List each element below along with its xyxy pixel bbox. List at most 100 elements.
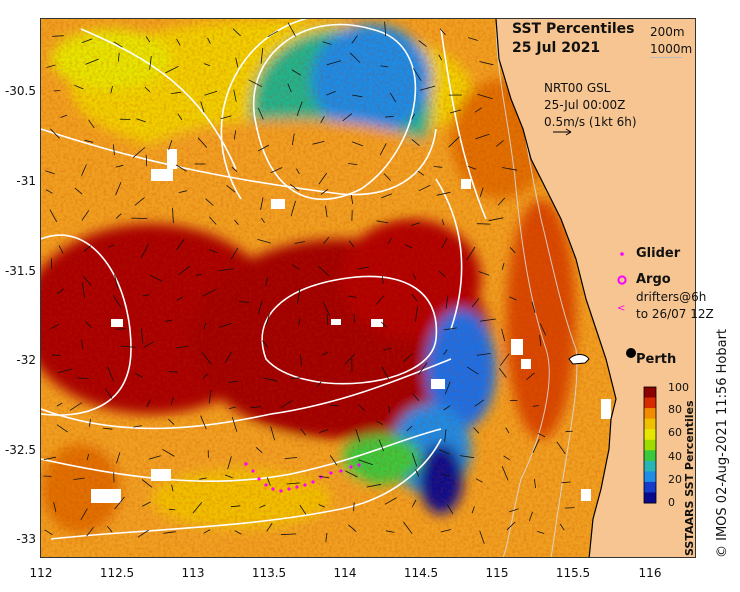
current-vector [561,481,571,484]
x-tick-label: 113 [181,566,205,580]
current-vector [250,406,262,409]
current-vector [384,21,387,37]
current-vector [417,170,425,176]
current-vector [234,530,242,535]
current-vector [115,164,124,168]
current-vector [284,457,298,459]
depth-legend: 200m 1000m [650,24,692,58]
current-vector [415,469,420,477]
current-vector [230,505,241,508]
current-vector [415,306,418,322]
current-vector [235,57,239,68]
current-vector [297,288,301,304]
current-vector [381,276,384,284]
current-vector [106,526,113,533]
current-vector [85,58,99,65]
current-vector [385,530,395,533]
current-vector [299,504,307,515]
current-vector [197,137,208,148]
current-vector [532,438,540,453]
current-vector [85,321,92,328]
current-vector [207,37,211,44]
current-vector [506,521,516,531]
current-vector [526,372,535,381]
current-vector [375,295,385,305]
current-vector [263,377,278,382]
current-vector [81,164,87,176]
glider-legend-label: Glider [636,246,681,261]
y-tick-label: -31 [16,174,36,188]
current-vector [443,405,451,411]
current-vector [225,351,232,363]
map-title: SST Percentiles 25 Jul 2021 [512,20,635,58]
x-tick-label: 114 [333,566,357,580]
current-vector [162,448,175,457]
current-vector [118,52,120,62]
current-vector [175,164,187,172]
current-vector [441,474,451,477]
current-vector [195,274,203,276]
current-vector [321,352,329,356]
current-vector [112,144,115,156]
current-vector [259,504,266,508]
current-vector [115,181,122,196]
current-vector [298,318,301,325]
current-vector [149,274,163,282]
perth-label: Perth [636,352,677,367]
current-vector [238,301,250,303]
current-vector [350,194,354,205]
title-line-1: SST Percentiles [512,21,635,37]
current-vector [478,271,490,276]
current-vector [199,477,207,480]
current-vector [286,482,301,485]
current-vector [255,446,263,454]
current-vector [317,381,322,387]
current-vector [475,478,483,483]
current-vector [436,191,451,196]
current-vector [203,529,211,534]
x-tick-label: 114.5 [403,566,439,580]
current-vector [466,366,479,375]
current-vector [200,415,207,430]
current-vector [260,217,265,224]
current-vector [419,85,436,91]
current-vector [266,312,270,326]
current-vector [441,238,448,249]
current-vector [228,380,239,383]
current-vector [467,165,477,170]
current-vector [501,262,505,270]
current-vector [441,219,445,226]
colorbar-segment [644,450,656,462]
current-vector [376,420,383,425]
current-vector [145,36,151,43]
current-vector [203,322,207,330]
current-vector [443,327,457,331]
current-vector [320,116,325,124]
current-vector [176,296,184,301]
current-vector [366,483,382,488]
current-vector [476,353,491,356]
current-vector [44,529,53,536]
current-vector [439,28,446,36]
x-tick-label: 115 [485,566,509,580]
current-vector [403,353,413,362]
current-vector [89,419,91,427]
current-vector [326,313,329,326]
y-tick-label: -32.5 [4,443,36,457]
current-vector [81,38,93,44]
current-vector [192,501,203,514]
current-vector [474,399,485,407]
current-vector [50,128,60,139]
current-vector [488,217,504,222]
current-vector [56,402,63,407]
current-vector [226,185,236,193]
current-vector [287,22,296,37]
current-vector [230,247,239,260]
current-vector [177,113,183,121]
current-vector [444,429,447,442]
current-vector [168,418,175,425]
current-vector [231,166,238,173]
current-vector [178,265,191,276]
model-info: NRT00 GSL 25-Jul 00:00Z 0.5m/s (1kt 6h) [544,80,637,131]
current-vector [498,367,507,378]
